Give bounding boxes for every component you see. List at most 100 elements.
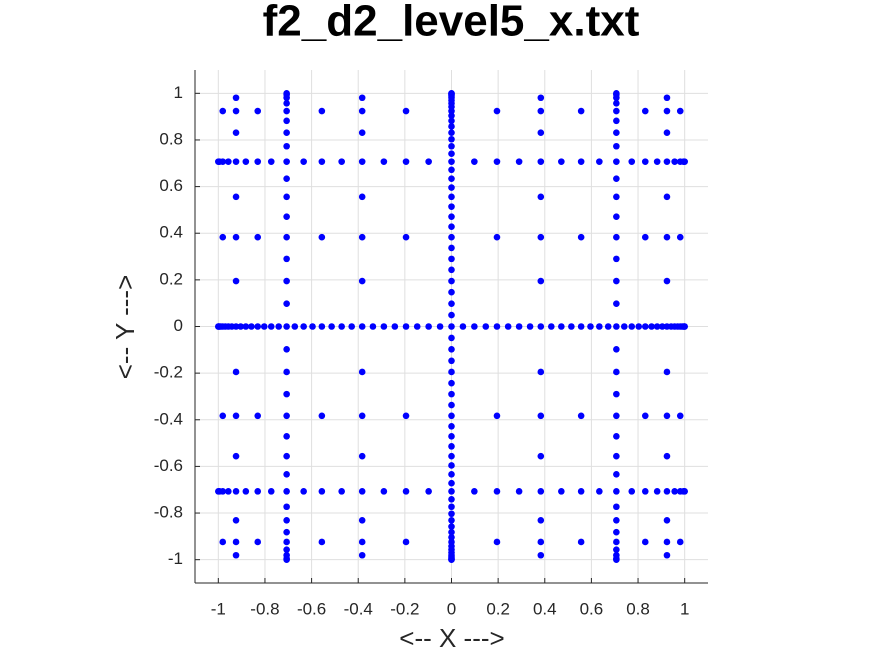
point [613, 129, 620, 137]
point [283, 390, 290, 398]
point [380, 323, 388, 330]
point [493, 412, 501, 420]
point [448, 423, 455, 430]
point [613, 233, 620, 241]
point [641, 488, 649, 495]
x-tick-label: 0 [447, 599, 456, 618]
point [448, 503, 455, 511]
point [358, 538, 366, 546]
point [448, 334, 455, 342]
point [537, 233, 545, 241]
point [448, 379, 455, 387]
point [358, 368, 366, 376]
point [283, 117, 290, 125]
y-tick-label: 0.8 [159, 129, 183, 148]
point [283, 175, 290, 182]
point [232, 277, 240, 285]
point [358, 107, 366, 115]
point [493, 158, 501, 165]
y-tick-label: 0 [174, 316, 183, 335]
x-tick-label: -0.8 [250, 599, 279, 618]
point [402, 488, 410, 495]
point [641, 412, 649, 420]
point [648, 323, 655, 330]
point [232, 233, 240, 241]
point [448, 412, 455, 420]
point [681, 323, 688, 330]
x-tick-label: -1 [211, 599, 226, 618]
point [448, 277, 455, 285]
point [613, 368, 620, 376]
point [254, 323, 262, 330]
point [448, 346, 455, 353]
point [283, 255, 290, 263]
point [613, 323, 620, 330]
point [380, 488, 388, 495]
y-tick-label: 0.4 [159, 223, 183, 242]
point [425, 158, 432, 165]
point [537, 158, 545, 165]
point [537, 193, 545, 201]
point [537, 277, 545, 285]
point [641, 233, 649, 241]
point [663, 516, 671, 524]
point [448, 223, 455, 230]
point [663, 129, 671, 137]
point [358, 323, 366, 330]
point [338, 488, 345, 495]
point [596, 158, 603, 165]
point [369, 323, 377, 330]
point [577, 107, 585, 115]
point [628, 488, 636, 495]
point [283, 193, 290, 201]
point [283, 142, 290, 150]
point [448, 123, 455, 130]
point [283, 129, 290, 137]
point [613, 556, 620, 563]
point [577, 488, 585, 495]
point [402, 233, 410, 241]
point [448, 112, 455, 120]
point [248, 323, 255, 330]
point [663, 538, 671, 546]
point [448, 510, 455, 518]
point [448, 233, 455, 241]
point [358, 488, 366, 495]
point [448, 401, 455, 409]
point [300, 158, 307, 165]
point [358, 158, 366, 165]
point [663, 452, 671, 460]
point [493, 323, 501, 330]
point [448, 175, 455, 182]
point [448, 184, 455, 191]
point [448, 323, 455, 330]
point [448, 357, 455, 365]
point [283, 452, 290, 460]
point [254, 538, 262, 546]
point [318, 412, 326, 420]
point [283, 346, 290, 353]
point [232, 452, 240, 460]
point [676, 412, 684, 420]
point [613, 390, 620, 398]
point [232, 488, 240, 495]
point [283, 538, 290, 546]
point [358, 551, 366, 559]
point [537, 94, 545, 102]
point [663, 94, 671, 102]
point [482, 323, 490, 330]
point [628, 323, 636, 330]
point [254, 412, 262, 420]
y-tick-label: -1 [168, 549, 183, 568]
point [613, 300, 620, 307]
point [515, 158, 523, 165]
point [613, 213, 620, 220]
point [537, 107, 545, 115]
point [493, 233, 501, 241]
point [283, 107, 290, 115]
point [448, 533, 455, 541]
y-tick-label: -0.2 [154, 363, 183, 382]
point [613, 503, 620, 511]
point [537, 323, 545, 330]
y-tick-label: 1 [174, 83, 183, 102]
